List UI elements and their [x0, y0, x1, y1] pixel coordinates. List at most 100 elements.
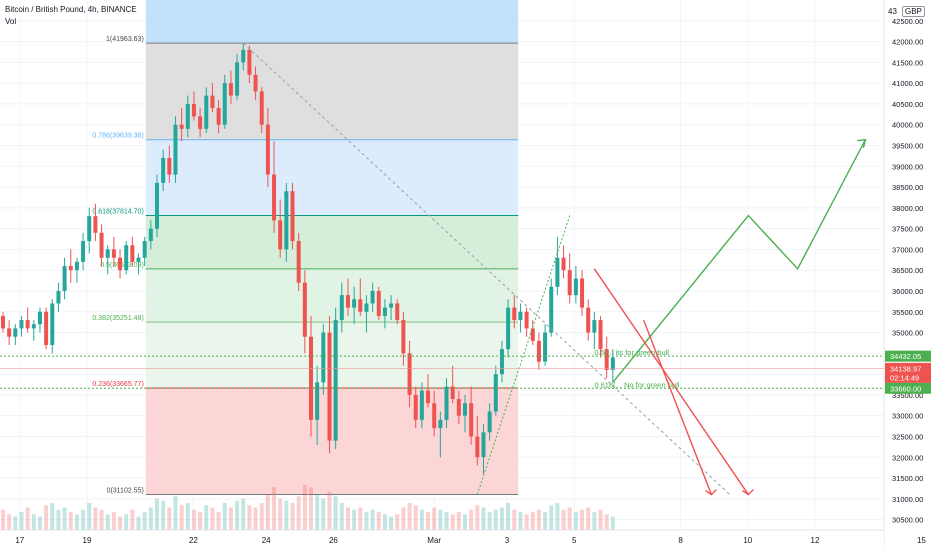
volume-bar: [598, 509, 603, 530]
candle-body: [99, 232, 104, 258]
candle-body: [62, 266, 67, 291]
volume-bar: [204, 505, 209, 530]
candle-body: [438, 419, 443, 429]
candlesticks: [1, 43, 615, 474]
volume-bar: [111, 512, 116, 530]
price-tick-label: 42500.00: [892, 17, 923, 26]
price-tick-label: 33000.00: [892, 412, 923, 421]
candle-body: [315, 382, 320, 420]
candle-body: [25, 320, 30, 329]
candle-body: [235, 62, 240, 96]
candle-body: [173, 124, 178, 175]
volume-bar: [7, 514, 12, 530]
candle-body: [7, 328, 12, 337]
volume-bar: [222, 503, 227, 530]
volume-bar: [450, 514, 455, 530]
price-badge-label: 34432.05: [890, 352, 921, 361]
candle-body: [432, 403, 437, 429]
volume-bar: [580, 509, 585, 530]
chart-legend: Bitcoin / British Pound, 4h, BINANCE Vol: [5, 4, 137, 28]
candle-body: [222, 83, 227, 125]
candle-body: [191, 103, 196, 117]
volume-bar: [74, 514, 79, 530]
volume-bar: [278, 498, 283, 530]
candle-body: [216, 108, 221, 125]
volume-bar: [155, 498, 159, 530]
volume-bar: [604, 514, 609, 530]
candle-body: [358, 299, 363, 312]
volume-bar: [161, 500, 166, 530]
price-tick-label: 32000.00: [892, 453, 923, 462]
volume-bar: [321, 498, 326, 530]
currency-badge[interactable]: GBP: [902, 6, 925, 17]
price-badge-background: [885, 362, 931, 383]
candle-body: [592, 320, 597, 333]
volume-bar: [512, 509, 517, 530]
fib-zone: [145, 0, 519, 44]
level-annotation: 0.618(... No for green bull: [594, 380, 679, 389]
candle-body: [56, 290, 61, 304]
price-axis-background: [884, 0, 932, 550]
candle-body: [524, 311, 529, 329]
candle-body: [296, 241, 301, 283]
price-tick-label: 40000.00: [892, 121, 923, 130]
green-projection-path: [612, 139, 867, 383]
candle-body: [130, 245, 135, 262]
fib-level-label: 0(31102.55): [107, 488, 144, 495]
volume-bar: [37, 516, 42, 530]
volume-bar: [573, 512, 578, 530]
volume-bar: [31, 514, 36, 530]
volume-bar: [543, 512, 548, 530]
price-tick-label: 38000.00: [892, 204, 923, 213]
candle-body: [50, 303, 55, 346]
fib-zone: [145, 388, 519, 495]
red-arrow-head: [741, 489, 754, 496]
volume-bar: [210, 507, 215, 530]
fib-level-label: 0.382(35251.48): [92, 315, 143, 322]
price-tick-label: 35000.00: [892, 329, 923, 338]
volume-bar: [302, 485, 307, 530]
candle-body: [74, 261, 79, 271]
volume-bar: [142, 512, 147, 530]
price-tick-label: 42000.00: [892, 38, 923, 47]
volume-bar: [499, 507, 504, 530]
candle-body: [124, 245, 129, 271]
volume-bar: [567, 507, 572, 530]
candle-body: [487, 411, 492, 433]
candle-body: [278, 220, 283, 250]
volume-bar: [50, 503, 55, 530]
candle-body: [481, 432, 486, 458]
price-axis: 43 30500.00 31000.00 31500.00 32000.00 32500.…: [883, 0, 932, 550]
volume-bar: [173, 496, 178, 530]
volume-bar: [315, 494, 320, 530]
dashed-trend-line: [476, 215, 571, 495]
price-badge-background: [885, 350, 931, 362]
candle-body: [463, 403, 467, 416]
time-tick-label: 26: [329, 536, 338, 545]
volume-bar: [555, 503, 560, 530]
candle-body: [376, 290, 381, 316]
price-tick-label: 32500.00: [892, 432, 923, 441]
volume-bars: [1, 485, 615, 530]
price-tick-label: 35500.00: [892, 308, 923, 317]
candle-body: [469, 403, 474, 437]
fib-zone: [145, 139, 519, 216]
candle-body: [530, 328, 535, 341]
volume-bar: [105, 514, 110, 530]
candle-body: [155, 182, 159, 229]
volume-bar: [401, 507, 406, 530]
volume-bar: [327, 491, 332, 530]
candle-body: [1, 315, 5, 329]
candle-body: [142, 241, 147, 258]
candle-body: [321, 332, 326, 383]
volume-bar: [93, 507, 98, 530]
volume-bar: [333, 496, 338, 530]
candle-body: [179, 124, 184, 129]
candle-body: [31, 324, 36, 329]
volume-bar: [561, 509, 566, 530]
volume-bar: [524, 514, 529, 530]
volume-bar: [518, 512, 523, 530]
candle-body: [506, 307, 511, 350]
candle-body: [265, 124, 270, 175]
